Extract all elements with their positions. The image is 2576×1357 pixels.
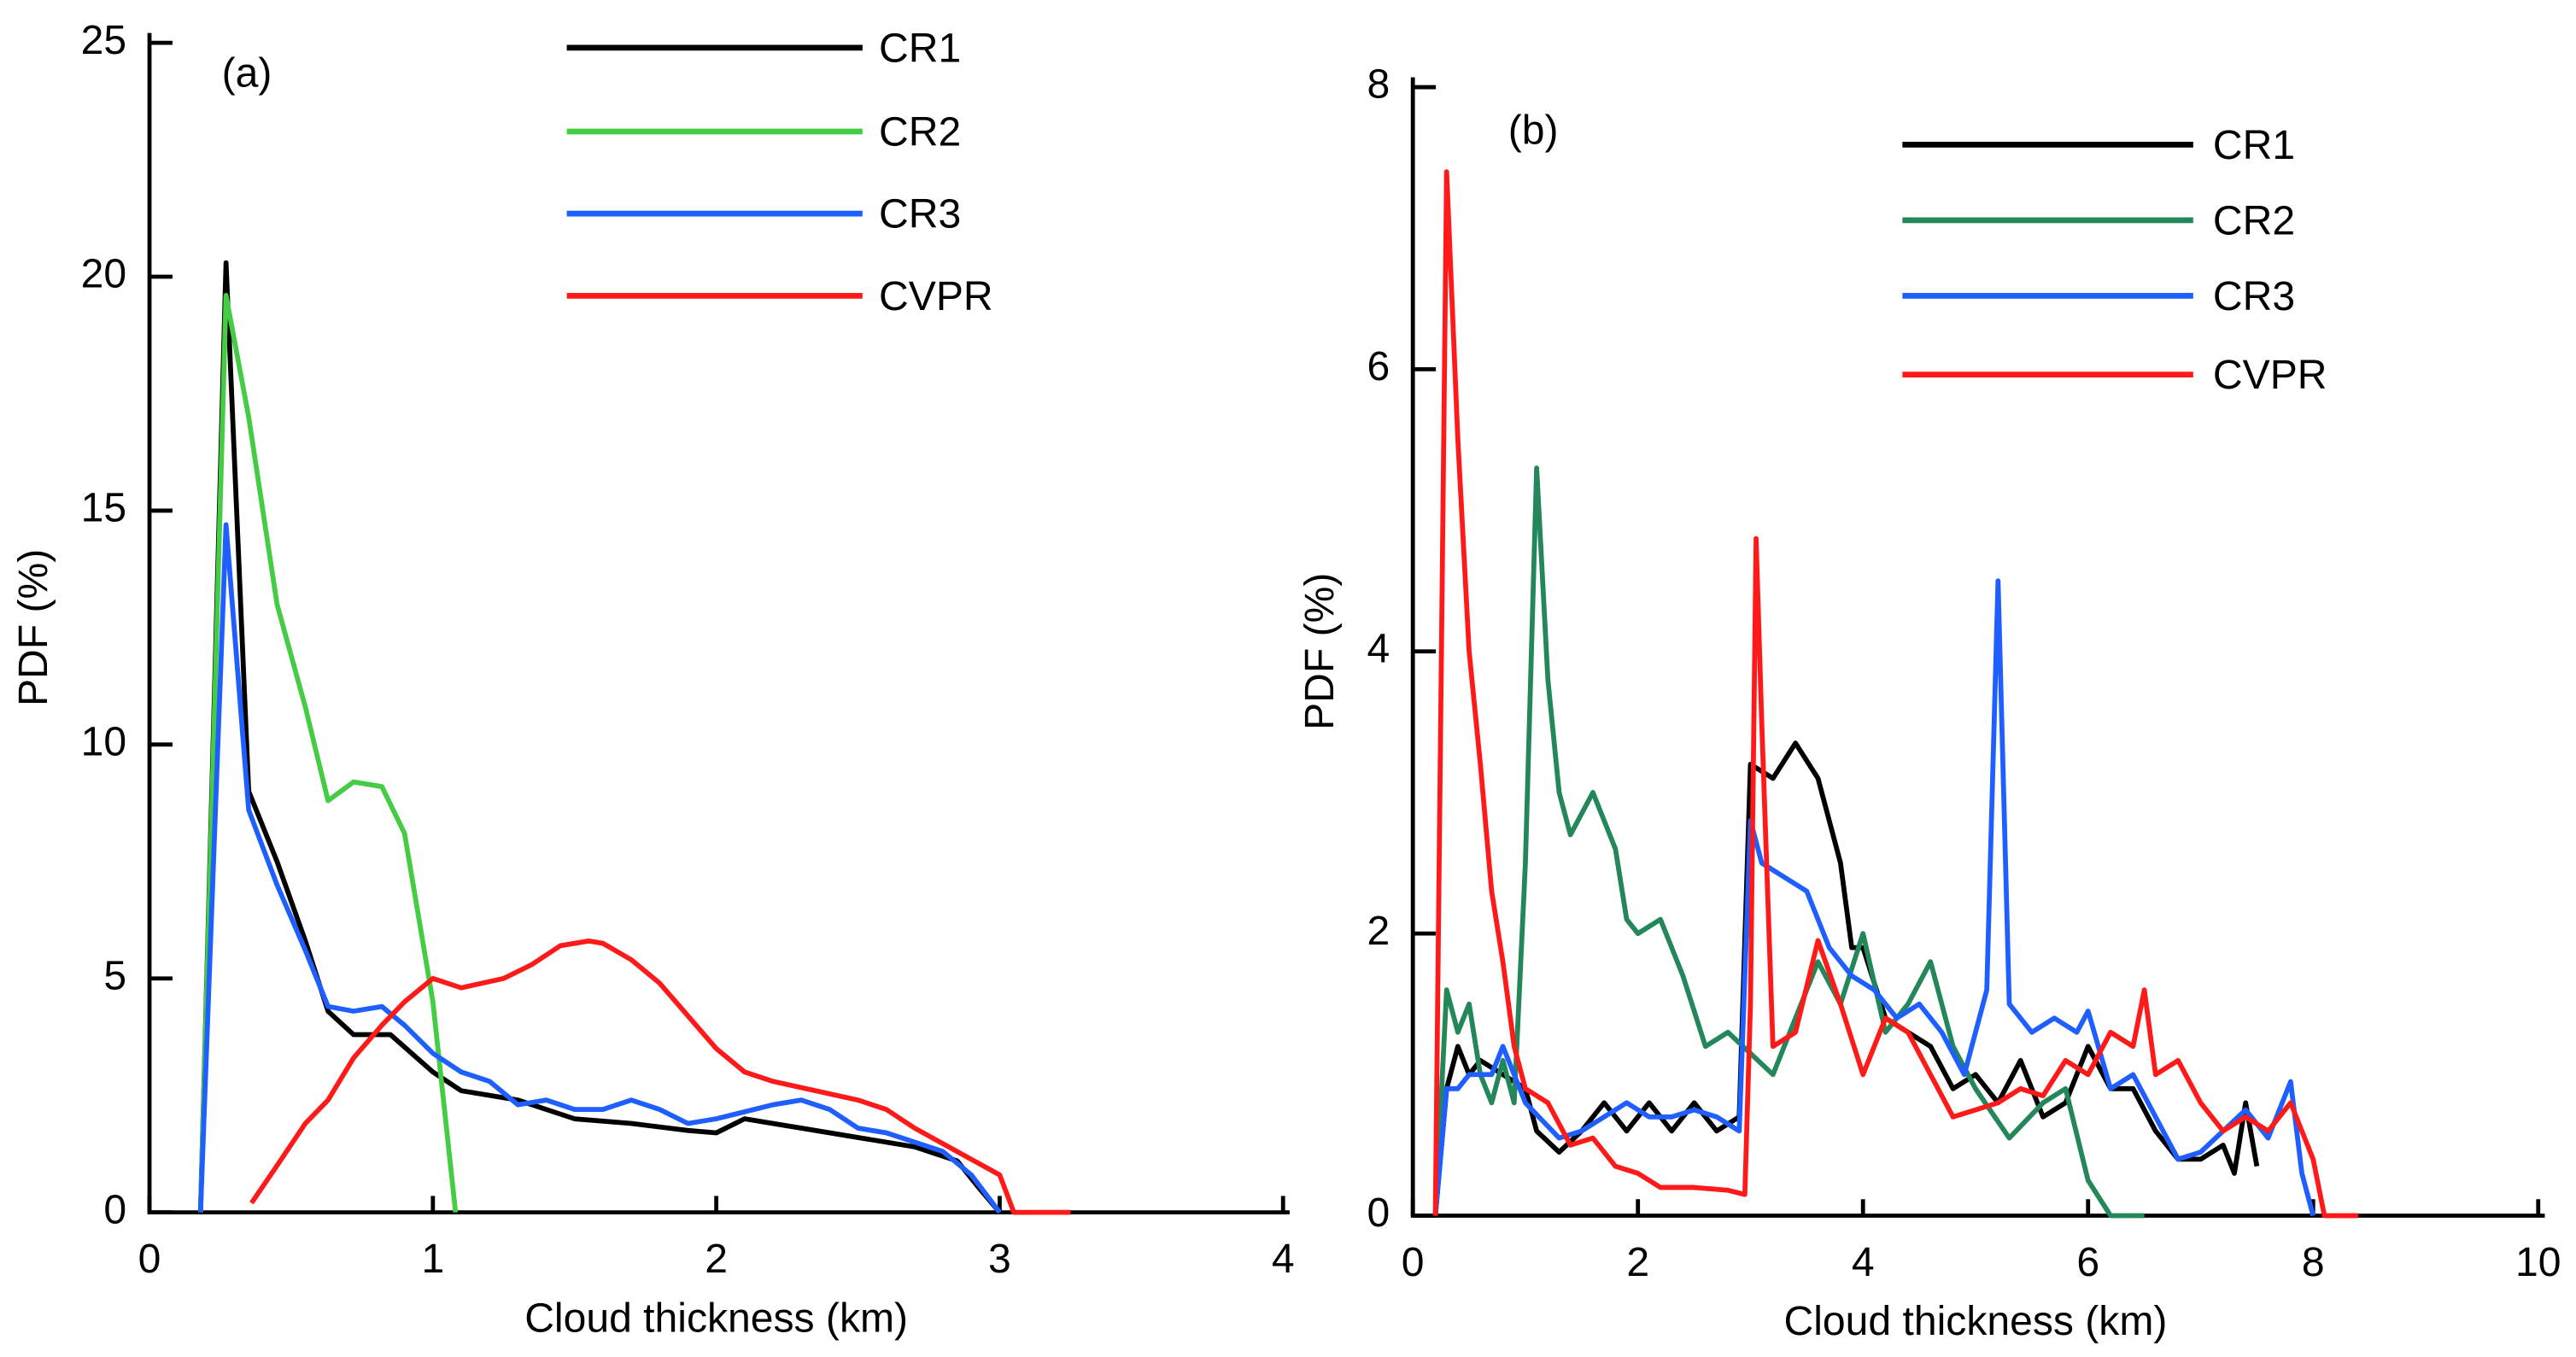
y-tick-label: 6	[1367, 343, 1390, 389]
y-tick-label: 8	[1367, 61, 1390, 108]
y-tick-label: 25	[81, 17, 126, 63]
data-line	[1432, 740, 2260, 1216]
y-tick-label: 15	[81, 485, 126, 531]
x-tick-label: 2	[705, 1236, 728, 1282]
x-tick-label: 0	[138, 1236, 161, 1282]
data-line	[1432, 465, 2145, 1219]
y-tick-label: 10	[81, 719, 126, 765]
x-tick-label: 10	[2515, 1239, 2561, 1285]
y-axis-label: PDF (%)	[1297, 573, 1343, 730]
legend-label: CVPR	[2213, 352, 2327, 398]
panel-label: (b)	[1508, 108, 1559, 154]
y-tick-label: 4	[1367, 625, 1390, 671]
axes	[147, 32, 1290, 1215]
legend-label: CR1	[879, 25, 961, 71]
y-tick-label: 0	[103, 1186, 126, 1232]
x-tick-label: 8	[2302, 1239, 2325, 1285]
x-tick-label: 4	[1272, 1236, 1295, 1282]
legend-label: CR2	[2213, 197, 2295, 243]
y-tick-label: 2	[1367, 908, 1390, 954]
x-tick-label: 3	[988, 1236, 1011, 1282]
panel-label: (a)	[222, 50, 272, 96]
legend-label: CR3	[879, 191, 961, 237]
legend-label: CR3	[2213, 273, 2295, 319]
x-axis-label: Cloud thickness (km)	[1784, 1298, 2168, 1344]
legend-label: CVPR	[879, 273, 993, 319]
y-tick-label: 20	[81, 251, 126, 297]
x-tick-label: 4	[1852, 1239, 1875, 1285]
x-tick-label: 1	[421, 1236, 444, 1282]
y-tick-label: 0	[1367, 1190, 1390, 1236]
x-axis-label: Cloud thickness (km)	[524, 1295, 908, 1341]
data-line	[197, 260, 1002, 1214]
y-axis-label: PDF (%)	[10, 549, 56, 706]
x-tick-label: 6	[2076, 1239, 2099, 1285]
data-line	[197, 522, 1002, 1214]
x-tick-label: 0	[1402, 1239, 1425, 1285]
x-tick-label: 2	[1626, 1239, 1649, 1285]
data-line	[1432, 578, 2316, 1217]
data-line	[249, 939, 1071, 1215]
legend-label: CR1	[2213, 122, 2295, 168]
data-line	[197, 293, 459, 1213]
axes	[1410, 77, 2545, 1218]
y-tick-label: 5	[103, 952, 126, 998]
data-line	[1432, 169, 2358, 1219]
legend-label: CR2	[879, 109, 961, 155]
